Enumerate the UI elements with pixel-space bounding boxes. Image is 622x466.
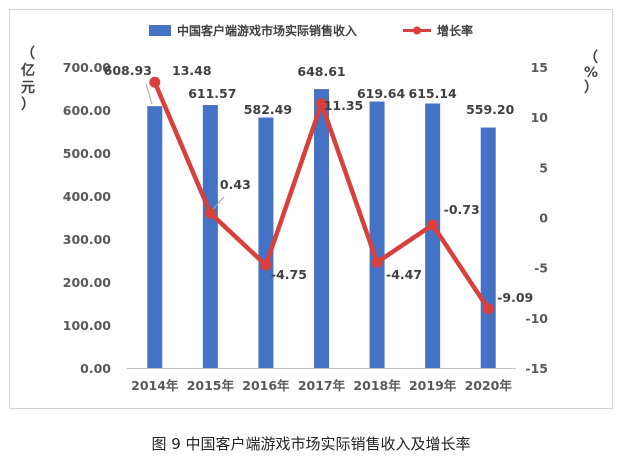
growth-value-label: -0.73: [444, 202, 480, 217]
leader-line-2014: [145, 83, 153, 105]
bar-2020年: [480, 127, 496, 368]
growth-value-label: -9.09: [497, 290, 533, 305]
x-tick-label: 2018年: [353, 378, 401, 393]
y-right-tick-label: -5: [534, 261, 548, 276]
bar-value-label: 608.93: [104, 63, 152, 78]
x-tick-label: 2015年: [187, 378, 235, 393]
bar-2016年: [258, 117, 274, 368]
growth-value-label: -4.47: [386, 267, 422, 282]
bar-value-label: 611.57: [188, 86, 236, 101]
growth-value-label: 13.48: [172, 63, 212, 78]
bar-value-label: 582.49: [244, 102, 292, 117]
bar-2019年: [425, 103, 441, 368]
y-right-tick-label: 15: [531, 60, 548, 75]
y-left-tick-label: 300.00: [63, 232, 112, 247]
y-right-tick-label: 0: [539, 211, 548, 226]
growth-point-2018年: [371, 256, 383, 268]
y-left-tick-label: 600.00: [63, 103, 112, 118]
bar-2015年: [202, 105, 218, 368]
bar-2018年: [369, 101, 385, 368]
growth-value-label: 0.43: [220, 177, 251, 192]
y-left-tick-label: 500.00: [63, 146, 112, 161]
y-left-tick-label: 200.00: [63, 275, 112, 290]
growth-point-2016年: [260, 259, 272, 271]
legend-label-revenue: 中国客户端游戏市场实际销售收入: [177, 23, 357, 38]
chart-frame: [9, 9, 613, 409]
y-left-tick-label: 100.00: [63, 318, 112, 333]
leader-line-2015: [212, 196, 225, 210]
bar-value-label: 559.20: [466, 102, 515, 117]
growth-point-2020年: [482, 303, 494, 315]
bar-2017年: [314, 89, 329, 368]
bar-value-label: 615.14: [409, 86, 458, 101]
growth-point-2014年: [149, 76, 161, 88]
figure-caption: 图 9 中国客户端游戏市场实际销售收入及增长率: [151, 435, 471, 453]
x-tick-label: 2017年: [298, 378, 346, 393]
y-left-tick-label: 700.00: [63, 60, 112, 75]
y-right-tick-label: -10: [525, 311, 548, 326]
x-tick-label: 2019年: [409, 378, 457, 393]
growth-value-label: 11.35: [324, 98, 364, 113]
bar-value-label: 648.61: [297, 64, 345, 79]
bar-2014年: [147, 106, 163, 369]
x-tick-label: 2020年: [465, 378, 513, 393]
x-tick-label: 2016年: [242, 378, 290, 393]
legend-swatch-growth-marker: [413, 26, 421, 35]
growth-point-2019年: [427, 219, 439, 231]
y-right-tick-label: 10: [531, 110, 549, 125]
growth-value-label: -4.75: [271, 267, 307, 282]
combo-chart: 中国客户端游戏市场实际销售收入 增长率 0.00 100.00 200.00 300.00…: [21, 23, 598, 393]
y-left-axis-label: （亿元）: [21, 46, 35, 113]
y-right-tick-label: 5: [539, 160, 548, 175]
y-left-tick-label: 400.00: [63, 189, 112, 204]
bar-value-label: 619.64: [357, 86, 406, 101]
legend-swatch-revenue: [149, 25, 171, 36]
x-tick-label: 2014年: [131, 378, 179, 393]
y-left-tick-label: 0.00: [80, 361, 111, 376]
growth-point-2015年: [204, 207, 216, 219]
y-right-axis-label: （%）: [584, 50, 598, 96]
legend-label-growth: 增长率: [437, 23, 473, 38]
growth-point-2017年: [316, 98, 327, 110]
y-right-tick-label: -15: [525, 361, 548, 376]
